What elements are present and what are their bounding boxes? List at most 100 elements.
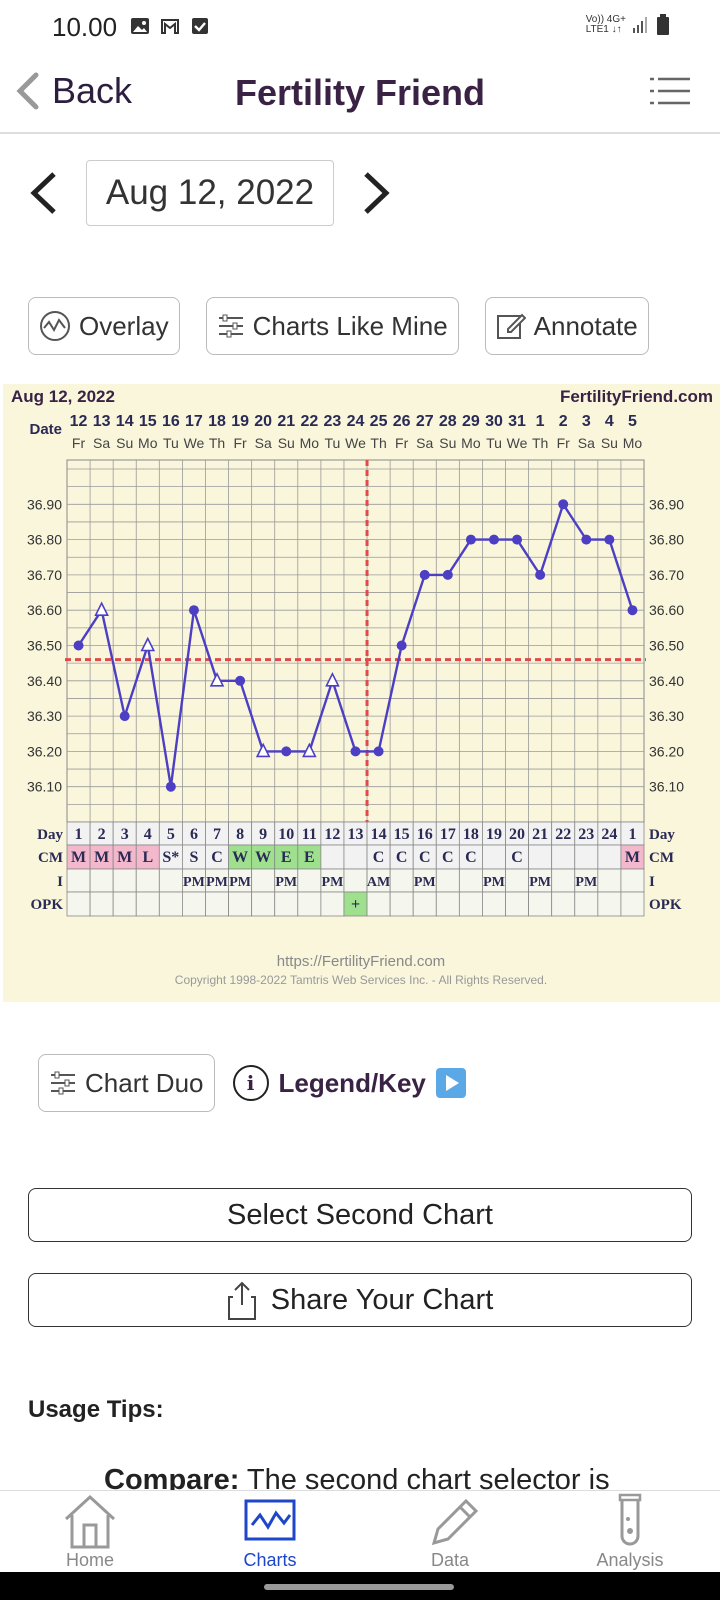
day-cell: 16 bbox=[417, 826, 433, 843]
overlay-button[interactable]: Overlay bbox=[28, 297, 180, 355]
opk-cell-bg bbox=[320, 891, 345, 917]
date-field[interactable]: Aug 12, 2022 bbox=[86, 160, 334, 226]
cm-cell: M bbox=[71, 849, 86, 866]
info-icon: i bbox=[232, 1065, 269, 1101]
nav-charts[interactable]: Charts bbox=[180, 1491, 360, 1572]
back-button[interactable]: Back bbox=[14, 70, 132, 112]
weekday-tick-label: Mo bbox=[461, 435, 481, 451]
weekday-tick-label: Mo bbox=[138, 435, 158, 451]
temp-point bbox=[188, 605, 199, 616]
y-tick-label-left: 36.70 bbox=[27, 567, 62, 583]
intercourse-cell-bg bbox=[505, 868, 529, 893]
nav-charts-label: Charts bbox=[243, 1550, 297, 1570]
intercourse-cell-bg bbox=[89, 868, 114, 893]
date-tick-label: 3 bbox=[582, 413, 591, 430]
day-cell: 2 bbox=[98, 826, 106, 843]
weekday-tick-label: Fr bbox=[395, 435, 409, 451]
y-tick-label-right: 36.70 bbox=[649, 567, 684, 583]
nav-analysis[interactable]: Analysis bbox=[540, 1491, 720, 1572]
cm-cell: C bbox=[511, 849, 523, 866]
date-tick-label: 19 bbox=[231, 413, 249, 430]
y-tick-label-left: 36.30 bbox=[27, 708, 62, 724]
date-tick-label: 28 bbox=[439, 413, 457, 430]
cm-cell-bg bbox=[482, 844, 506, 870]
home-icon bbox=[64, 1494, 116, 1549]
charts-like-mine-button[interactable]: Charts Like Mine bbox=[205, 297, 459, 355]
sliders-icon bbox=[218, 314, 243, 338]
intercourse-cell-bg bbox=[297, 868, 322, 893]
select-second-chart-button[interactable]: Select Second Chart bbox=[28, 1188, 692, 1242]
share-chart-button[interactable]: Share Your Chart bbox=[28, 1273, 692, 1327]
date-tick-label: 20 bbox=[254, 413, 272, 430]
cm-cell: C bbox=[465, 849, 477, 866]
y-tick-label-right: 36.10 bbox=[649, 779, 684, 795]
signal-icon bbox=[633, 17, 647, 33]
y-tick-label-left: 36.10 bbox=[27, 779, 62, 795]
annotate-button[interactable]: Annotate bbox=[484, 297, 649, 355]
cm-cell: L bbox=[142, 849, 153, 866]
weekday-tick-label: Su bbox=[278, 435, 295, 451]
weekday-tick-label: Su bbox=[601, 435, 618, 451]
temp-point bbox=[558, 499, 569, 510]
nav-data[interactable]: Data bbox=[360, 1491, 540, 1572]
opk-cell-bg bbox=[66, 891, 91, 917]
intercourse-cell: AM bbox=[367, 875, 390, 890]
chart-duo-button[interactable]: Chart Duo bbox=[38, 1054, 215, 1112]
opk-cell-bg bbox=[228, 891, 253, 917]
day-cell: 15 bbox=[394, 826, 410, 843]
opk-cell-bg bbox=[412, 891, 437, 917]
chart-brand-label: FertilityFriend.com bbox=[560, 387, 713, 406]
weekday-tick-label: Th bbox=[370, 435, 386, 451]
day-cell: 11 bbox=[302, 826, 317, 843]
day-cell: 3 bbox=[121, 826, 129, 843]
chart-footer-copyright: Copyright 1998-2022 Tamtris Web Services… bbox=[175, 973, 547, 987]
bbt-chart-svg: Aug 12, 2022 FertilityFriend.com Date 1 2 Fr 1… bbox=[11, 387, 713, 987]
home-gesture-pill[interactable] bbox=[264, 1584, 454, 1590]
cm-cell: C bbox=[373, 849, 385, 866]
intercourse-cell: PM bbox=[575, 875, 597, 890]
day-cell: 17 bbox=[440, 826, 456, 843]
day-cell: 24 bbox=[601, 826, 617, 843]
battery-icon bbox=[657, 14, 669, 35]
y-tick-label-left: 36.40 bbox=[27, 673, 62, 689]
next-date-button[interactable] bbox=[358, 170, 394, 216]
intercourse-cell: PM bbox=[414, 875, 436, 890]
temp-point bbox=[119, 711, 130, 722]
day-cell: 21 bbox=[532, 826, 548, 843]
gmail-icon bbox=[161, 19, 179, 34]
system-navigation-bar bbox=[0, 1572, 720, 1600]
y-tick-label-right: 36.50 bbox=[649, 638, 684, 654]
temp-grid-frame bbox=[66, 459, 645, 823]
legend-key-label: Legend/Key bbox=[278, 1067, 426, 1098]
intercourse-cell-bg bbox=[112, 868, 137, 893]
day-cell: 20 bbox=[509, 826, 525, 843]
day-cell: 1 bbox=[628, 826, 636, 843]
day-cell: 22 bbox=[555, 826, 571, 843]
weekday-tick-label: Su bbox=[439, 435, 456, 451]
intercourse-cell-bg bbox=[597, 868, 622, 893]
nav-home[interactable]: Home bbox=[0, 1491, 180, 1572]
opk-cell-bg bbox=[297, 891, 322, 917]
weekday-tick-label: Sa bbox=[416, 435, 433, 451]
legend-key-link[interactable]: i Legend/Key bbox=[232, 1065, 466, 1101]
charts-like-mine-label: Charts Like Mine bbox=[252, 310, 448, 341]
previous-date-button[interactable] bbox=[26, 170, 62, 216]
date-tick-label: 16 bbox=[162, 413, 180, 430]
y-tick-label-left: 36.80 bbox=[27, 532, 62, 548]
test-tube-icon bbox=[618, 1493, 642, 1546]
temp-point bbox=[512, 534, 523, 545]
date-tick-label: 22 bbox=[300, 413, 318, 430]
date-tick-label: 14 bbox=[116, 413, 134, 430]
chart-date-label: Aug 12, 2022 bbox=[11, 387, 115, 406]
sliders-icon bbox=[51, 1071, 75, 1095]
y-tick-label-left: 36.90 bbox=[27, 496, 62, 512]
cm-cell: C bbox=[419, 849, 431, 866]
temp-point bbox=[604, 534, 615, 545]
date-row-label: Date bbox=[29, 421, 62, 438]
day-cell: 23 bbox=[578, 826, 594, 843]
menu-list-icon[interactable] bbox=[650, 76, 690, 106]
cm-cell: C bbox=[396, 849, 408, 866]
date-tick-label: 1 bbox=[536, 413, 545, 430]
weekday-tick-label: Th bbox=[209, 435, 225, 451]
date-tick-label: 4 bbox=[605, 413, 614, 430]
